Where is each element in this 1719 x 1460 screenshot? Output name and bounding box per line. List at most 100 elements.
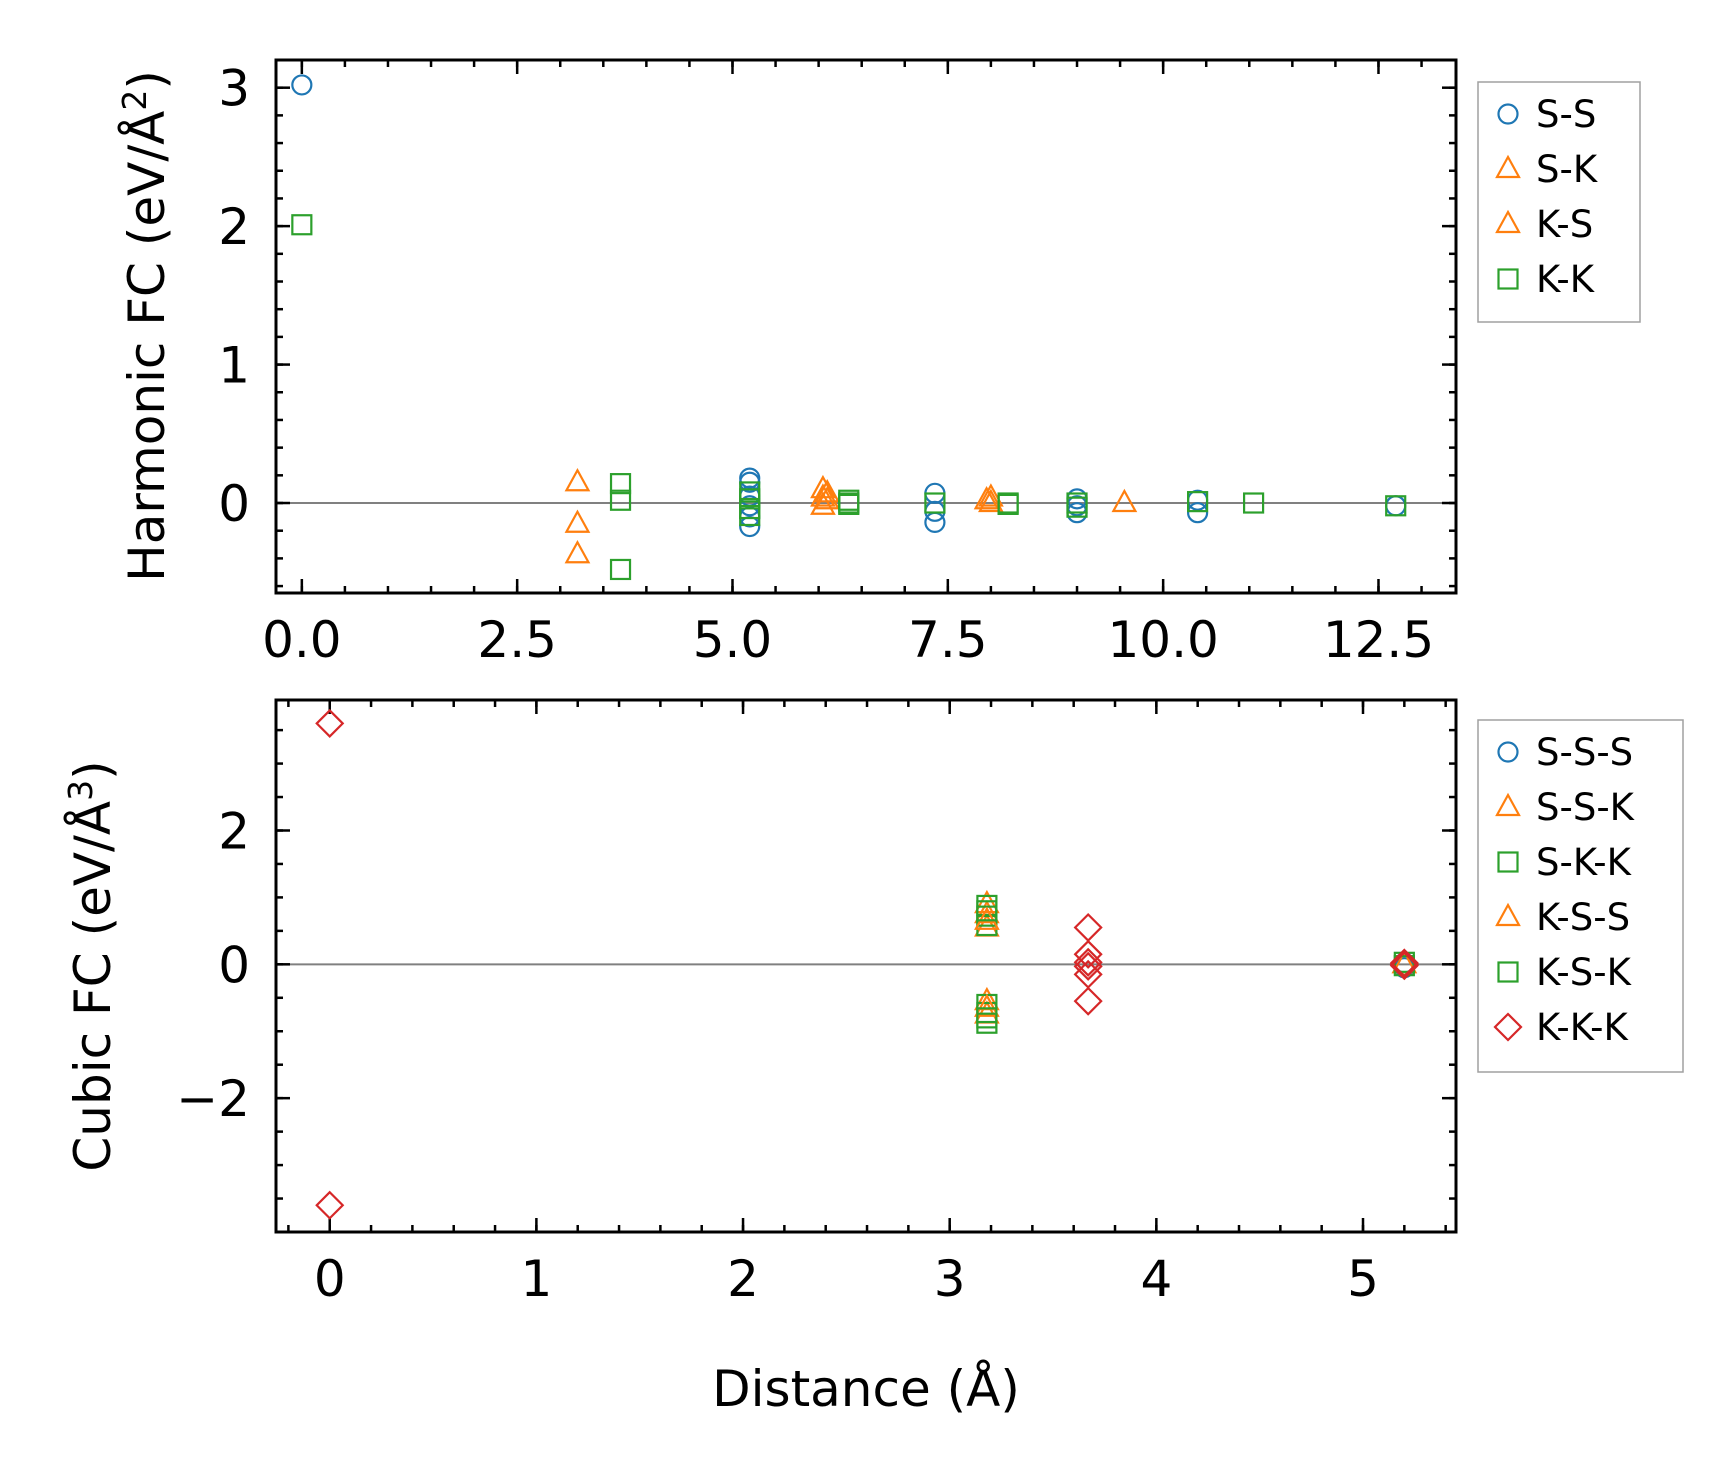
harmonic-legend-label: K-K bbox=[1536, 258, 1596, 301]
cubic-fc-panel: 0 1 2 3 4 5−202 Cubic FC (eV/Å3) S-S-SS-S-KS-… bbox=[61, 698, 1684, 1308]
harmonic-point-s-k bbox=[1111, 488, 1138, 513]
cubic-legend-label: K-S-K bbox=[1536, 951, 1633, 994]
cubic-legend-square-icon bbox=[1497, 961, 1519, 983]
cubic-x-tick-label: 5 bbox=[1347, 1250, 1379, 1308]
harmonic-y-tick-label: 0 bbox=[218, 475, 250, 533]
cubic-point-k-s-s bbox=[974, 906, 1000, 930]
cubic-legend: S-S-S S-S-K S-K-K K-S-S K-S-K K-K-K bbox=[1477, 719, 1684, 1073]
harmonic-point-s-k bbox=[810, 483, 836, 507]
harmonic-point-s-s bbox=[924, 511, 946, 533]
harmonic-point-k-k bbox=[609, 558, 632, 581]
cubic-point-s-s-k bbox=[974, 986, 1000, 1011]
cubic-point-s-s-k bbox=[974, 899, 1000, 924]
cubic-x-tick-label: 1 bbox=[520, 1250, 552, 1308]
harmonic-fc-panel: 0.0 2.5 5.0 7.5 10.0 12.5 0 1 2 3 Harmonic FC (eV… bbox=[115, 58, 1641, 669]
cubic-tick-labels: 0 1 2 3 4 5 −2 0 2 bbox=[176, 802, 1379, 1308]
cubic-x-tick-label: 4 bbox=[1140, 1250, 1172, 1308]
cubic-legend-label: S-K-K bbox=[1536, 841, 1633, 884]
harmonic-legend-label: K-S bbox=[1536, 203, 1593, 246]
cubic-axis-ticks bbox=[276, 700, 1456, 1234]
harmonic-point-s-s bbox=[1187, 502, 1209, 524]
harmonic-y-tick-label: 2 bbox=[218, 198, 250, 256]
harmonic-point-s-s bbox=[1385, 495, 1407, 517]
harmonic-point-s-k bbox=[564, 467, 591, 492]
harmonic-legend-label: S-K bbox=[1536, 148, 1599, 191]
harmonic-point-k-k bbox=[924, 492, 946, 514]
harmonic-point-k-s bbox=[814, 485, 841, 510]
harmonic-point-s-k bbox=[810, 491, 836, 515]
cubic-x-tick-label: 3 bbox=[934, 1250, 966, 1308]
x-axis-label: Distance (Å) bbox=[712, 1360, 1020, 1418]
cubic-point-k-k-k bbox=[1073, 951, 1103, 981]
harmonic-legend-circle-icon bbox=[1497, 103, 1519, 125]
harmonic-x-tick-label: 7.5 bbox=[908, 611, 988, 669]
cubic-x-tick-label: 0 bbox=[314, 1250, 346, 1308]
cubic-point-k-k-k bbox=[1389, 951, 1419, 981]
harmonic-point-s-s bbox=[924, 500, 946, 522]
harmonic-point-k-k bbox=[291, 214, 313, 236]
harmonic-point-k-k bbox=[997, 493, 1019, 515]
cubic-point-k-k-k bbox=[315, 1190, 345, 1220]
harmonic-point-k-s bbox=[973, 485, 1000, 510]
harmonic-point-k-s bbox=[814, 479, 841, 503]
cubic-legend-label: S-S-K bbox=[1536, 786, 1636, 829]
cubic-legend-square-icon bbox=[1497, 851, 1519, 873]
cubic-point-s-s-k bbox=[974, 1000, 1000, 1024]
cubic-y-tick-label: 0 bbox=[218, 936, 250, 994]
harmonic-y-tick-label: 3 bbox=[218, 60, 250, 118]
harmonic-data-markers bbox=[291, 74, 1407, 581]
harmonic-point-k-k bbox=[609, 473, 632, 495]
harmonic-x-tick-label: 2.5 bbox=[477, 611, 557, 669]
harmonic-point-k-k bbox=[1066, 496, 1088, 518]
cubic-x-tick-label: 2 bbox=[727, 1250, 759, 1308]
cubic-point-k-k-k bbox=[1073, 939, 1103, 969]
harmonic-legend: S-S S-K K-S K-K bbox=[1477, 81, 1641, 323]
harmonic-point-s-s bbox=[739, 467, 761, 489]
harmonic-point-s-s bbox=[291, 74, 313, 96]
harmonic-x-tick-label: 12.5 bbox=[1323, 611, 1434, 669]
harmonic-legend-label: S-S bbox=[1536, 93, 1596, 136]
harmonic-point-k-k bbox=[1187, 491, 1209, 513]
harmonic-point-s-k bbox=[978, 483, 1004, 507]
cubic-point-k-k-k bbox=[1073, 947, 1103, 977]
harmonic-x-tick-label: 5.0 bbox=[693, 611, 773, 669]
harmonic-point-k-k bbox=[838, 493, 860, 515]
harmonic-axis-ticks bbox=[276, 58, 1456, 593]
harmonic-legend-triangle-icon bbox=[1495, 154, 1521, 179]
harmonic-point-k-k bbox=[609, 489, 632, 511]
harmonic-x-tick-label: 10.0 bbox=[1107, 611, 1218, 669]
cubic-legend-box bbox=[1477, 719, 1684, 1073]
cubic-legend-label: S-S-S bbox=[1536, 731, 1633, 774]
harmonic-tick-labels: 0.0 2.5 5.0 7.5 10.0 12.5 0 1 2 3 bbox=[218, 60, 1434, 669]
cubic-y-axis-label: Cubic FC (eV/Å3) bbox=[61, 760, 122, 1171]
cubic-data-markers bbox=[315, 708, 1419, 1220]
harmonic-plot-frame bbox=[274, 58, 1458, 595]
cubic-point-k-k-k bbox=[1073, 986, 1103, 1016]
cubic-legend-diamond-icon bbox=[1493, 1012, 1523, 1042]
cubic-point-k-k-k bbox=[1073, 912, 1103, 943]
harmonic-legend-triangle-icon bbox=[1495, 209, 1521, 234]
cubic-point-k-s-k bbox=[976, 900, 998, 922]
harmonic-point-s-k bbox=[564, 539, 591, 564]
harmonic-y-axis-label: Harmonic FC (eV/Å2) bbox=[115, 70, 176, 582]
cubic-point-k-s-k bbox=[976, 1007, 998, 1029]
harmonic-point-s-k bbox=[564, 509, 591, 533]
harmonic-point-s-k bbox=[978, 488, 1004, 513]
cubic-y-tick-label: −2 bbox=[176, 1070, 250, 1128]
harmonic-point-k-k bbox=[1385, 495, 1407, 517]
cubic-point-k-s-s bbox=[974, 993, 1000, 1017]
harmonic-y-tick-label: 1 bbox=[218, 337, 250, 395]
cubic-legend-triangle-icon bbox=[1495, 792, 1521, 817]
harmonic-x-tick-label: 0.0 bbox=[262, 611, 342, 669]
cubic-y-tick-label: 2 bbox=[218, 802, 250, 860]
cubic-legend-circle-icon bbox=[1497, 741, 1519, 763]
cubic-plot-frame bbox=[274, 698, 1458, 1234]
harmonic-legend-square-icon bbox=[1497, 268, 1519, 290]
cubic-legend-label: K-K-K bbox=[1536, 1006, 1629, 1049]
harmonic-point-k-k bbox=[1242, 492, 1265, 514]
cubic-legend-label: K-S-S bbox=[1536, 896, 1630, 939]
cubic-legend-triangle-icon bbox=[1495, 902, 1521, 927]
harmonic-point-k-k bbox=[739, 504, 761, 527]
cubic-point-k-k-k bbox=[315, 708, 345, 738]
